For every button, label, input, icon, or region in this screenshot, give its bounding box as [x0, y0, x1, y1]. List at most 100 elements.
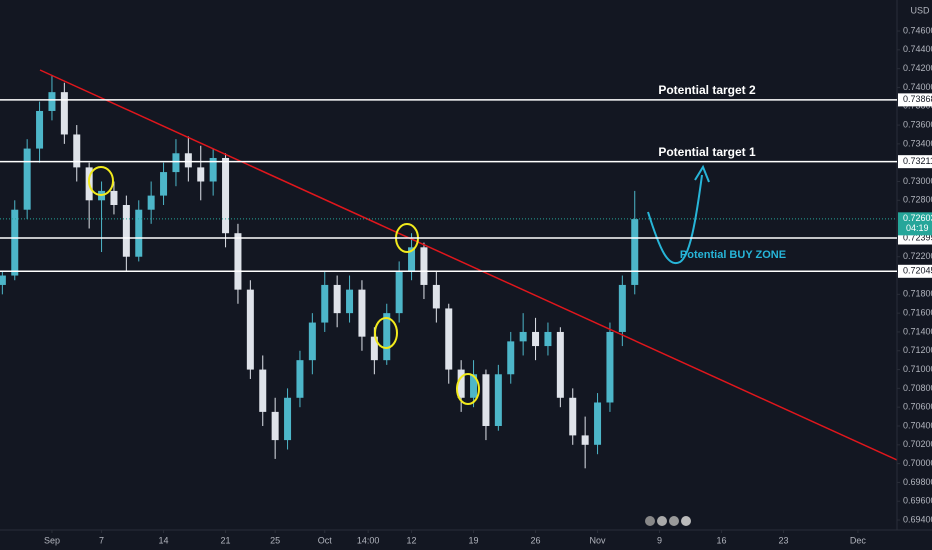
candle-body — [544, 331, 552, 347]
level-label-box — [898, 155, 932, 169]
candle-body — [259, 369, 267, 412]
level-label-box — [898, 264, 932, 278]
candle-body — [606, 331, 614, 403]
axis-labels: 0.746000.744000.742000.740000.738000.736… — [44, 25, 932, 545]
candle-body — [48, 92, 56, 111]
candle-body — [110, 190, 118, 206]
level-label: 0.72399 — [903, 232, 932, 242]
candle-body — [147, 195, 155, 210]
candle-body — [569, 397, 577, 436]
candle-body — [296, 360, 304, 398]
logo — [645, 516, 655, 526]
level-label: 0.73211 — [903, 156, 932, 166]
candle-body — [556, 331, 564, 398]
candle-body — [60, 92, 68, 135]
circle — [88, 166, 114, 196]
x-tick-label: 26 — [531, 535, 541, 545]
candle-body — [172, 153, 180, 173]
candle-body — [23, 148, 31, 210]
candle-body — [122, 205, 130, 257]
candle-body — [482, 374, 490, 426]
x-tick-label: 14 — [159, 535, 169, 545]
candle-body — [519, 331, 527, 342]
candle-body — [308, 322, 316, 361]
candle-body — [581, 435, 589, 445]
candle-body — [370, 336, 378, 361]
candle-body — [618, 284, 626, 332]
candle-body — [271, 411, 279, 441]
candle-body — [160, 172, 168, 196]
candle-body — [197, 167, 205, 182]
candle-body — [532, 331, 540, 347]
logo — [669, 516, 679, 526]
candle-body — [11, 209, 19, 276]
candle-body — [135, 209, 143, 257]
candle-body — [284, 397, 292, 441]
candle-body — [420, 247, 428, 285]
candle-body — [234, 233, 242, 290]
candle-body — [631, 219, 639, 285]
candle-body — [73, 134, 81, 168]
x-tick-label: Nov — [590, 535, 607, 545]
x-tick-label: 21 — [221, 535, 231, 545]
candle-body — [184, 153, 192, 168]
arrow-head — [694, 164, 710, 183]
y-tick-label: 0.69400 — [903, 514, 932, 524]
currency-label: USD — [910, 5, 930, 15]
x-tick-label: Dec — [850, 535, 867, 545]
current-price-label: 0.72603 — [903, 213, 932, 223]
candle-body — [395, 270, 403, 314]
logo — [657, 516, 667, 526]
candle-body — [36, 110, 44, 149]
candle-body — [432, 284, 440, 309]
logo — [681, 516, 691, 526]
x-tick-label: 9 — [657, 535, 662, 545]
level-label: 0.73868 — [903, 94, 932, 104]
candle-body — [457, 369, 465, 398]
candle-body — [470, 374, 478, 398]
x-tick-label: Oct — [318, 535, 333, 545]
countdown-label: 04:19 — [906, 223, 929, 233]
x-tick-label: 19 — [469, 535, 479, 545]
candle-body — [358, 289, 366, 337]
candle-body — [246, 289, 254, 370]
x-tick-label: 23 — [779, 535, 789, 545]
x-tick-label: 14:00 — [357, 535, 380, 545]
x-tick-label: 7 — [99, 535, 104, 545]
candle-body — [222, 157, 230, 234]
candle-body — [333, 284, 341, 314]
candle-body — [209, 157, 217, 182]
plot — [0, 75, 639, 469]
candle-body — [383, 313, 391, 361]
annotation: Potential BUY ZONE — [680, 249, 786, 261]
candle-body — [321, 284, 329, 323]
annotation: Potential target 1 — [658, 145, 756, 159]
logos — [645, 516, 691, 526]
candle-body — [0, 275, 6, 285]
circle — [374, 317, 398, 349]
annotation: Potential target 2 — [658, 83, 756, 97]
x-tick-label: 12 — [407, 535, 417, 545]
candle-body — [408, 247, 416, 271]
circle — [456, 373, 480, 405]
level-label-box — [898, 93, 932, 107]
projection-arrow — [647, 174, 703, 265]
